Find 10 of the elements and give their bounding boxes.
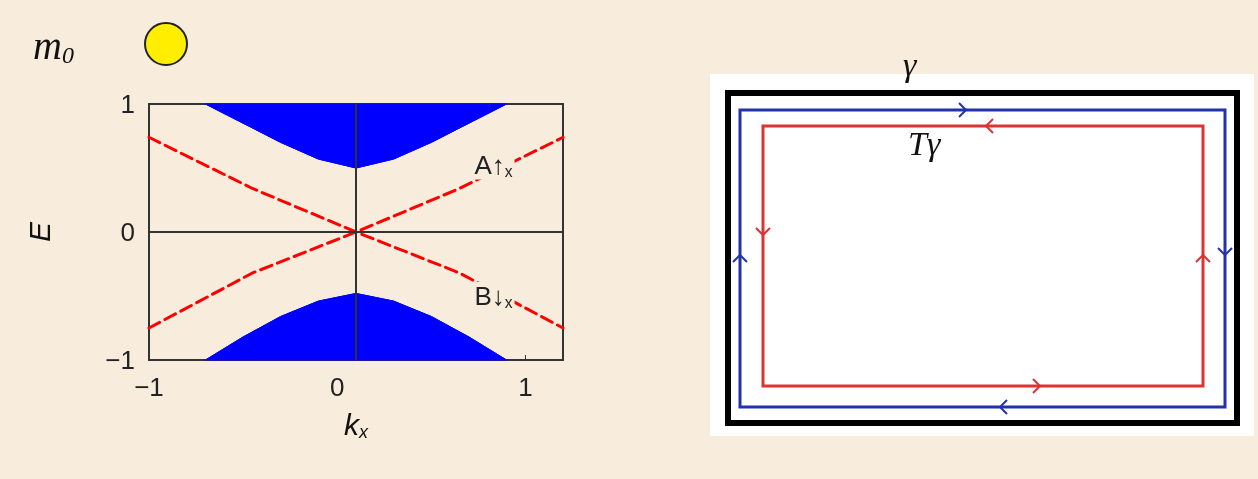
- series-label: B↓x: [474, 281, 513, 312]
- series-label: A↑x: [474, 149, 513, 180]
- x-tick-label: 0: [329, 372, 345, 402]
- y-axis-title: E: [22, 221, 56, 243]
- chart-title: m0: [33, 22, 74, 68]
- y-tick-label: −1: [105, 345, 135, 375]
- line-series: [147, 135, 565, 330]
- y-tick-label: 0: [120, 217, 135, 247]
- x-tick-label: 1: [518, 372, 533, 402]
- y-tick-label: 1: [120, 89, 135, 119]
